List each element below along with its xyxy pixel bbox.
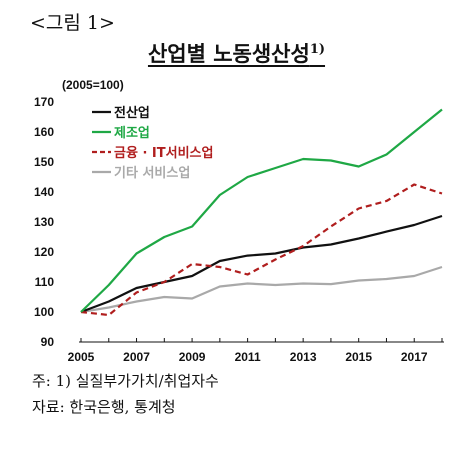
x-tick-label: 2009 — [179, 350, 206, 364]
footnote: 주: 1) 실질부가가치/취업자수 — [32, 372, 219, 390]
x-tick-label: 2013 — [290, 350, 317, 364]
y-unit-label: (2005=100) — [62, 78, 124, 92]
x-axis-ticks: 2005 2007 2009 2011 2013 2015 2017 — [68, 338, 443, 364]
y-tick-label: 130 — [34, 215, 54, 229]
x-tick-label: 2017 — [401, 350, 428, 364]
y-tick-label: 90 — [41, 335, 55, 349]
series-layer — [80, 108, 443, 317]
legend-label: 금융 · IT서비스업 — [114, 145, 213, 161]
legend-label: 기타 서비스업 — [114, 165, 190, 181]
legend-label: 제조업 — [114, 126, 150, 141]
x-tick-label: 2005 — [68, 350, 95, 364]
legend-label: 전산업 — [114, 105, 150, 121]
y-tick-label: 120 — [34, 245, 54, 259]
chart-title-text: 산업별 노동생산성 — [147, 41, 310, 66]
chart-title: 산업별 노동생산성1) — [0, 38, 473, 68]
series-line-manufacturing — [80, 108, 443, 313]
series-line-finance-it — [80, 183, 443, 317]
y-tick-label: 150 — [34, 155, 54, 169]
y-tick-label: 160 — [34, 125, 54, 139]
y-tick-label: 110 — [35, 275, 55, 289]
y-tick-label: 100 — [34, 305, 54, 319]
x-tick-label: 2007 — [123, 350, 150, 364]
x-tick-label: 2015 — [345, 350, 372, 364]
series-line-other-services — [80, 265, 443, 314]
figure-label: <그림 1> — [30, 12, 115, 34]
y-axis-ticks: 90 100 110 120 130 140 150 160 170 — [34, 95, 54, 349]
chart-title-footnote-mark: 1) — [309, 42, 326, 57]
source-note: 자료: 한국은행, 통계청 — [32, 398, 176, 416]
series-line-total — [80, 214, 443, 314]
y-tick-label: 170 — [34, 95, 54, 109]
x-tick-label: 2011 — [235, 350, 261, 364]
y-tick-label: 140 — [34, 185, 54, 199]
